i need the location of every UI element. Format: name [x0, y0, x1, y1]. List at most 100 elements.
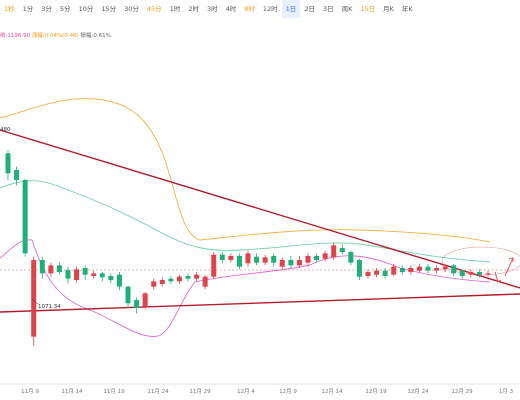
timeframe-3[interactable]: 5分	[59, 5, 71, 13]
candle-body	[382, 270, 388, 276]
candle-body	[322, 253, 328, 259]
timeframe-13[interactable]: 12时	[262, 5, 278, 13]
info-line: 收:1196.90 涨幅:0.04%(0.46) 振幅:0.61%	[0, 31, 111, 39]
candle-body	[31, 260, 37, 337]
low-price-pointer	[31, 298, 39, 305]
timeframe-0[interactable]: 1秒	[4, 5, 15, 13]
ma-pink-line	[0, 239, 491, 337]
timeframe-11[interactable]: 4时	[225, 5, 237, 13]
x-axis-label: 11月 24	[147, 388, 169, 395]
candle-body	[331, 245, 337, 258]
timeframe-toolbar: 1秒 1分 3分 5分 10分 15分 30分 45分 1时 2时 3时 4时 8时 12时 1日 2日 3日周…	[0, 0, 520, 18]
candle-body	[219, 254, 225, 260]
candle-body	[176, 276, 182, 282]
candle-body	[245, 253, 251, 264]
candle-body	[5, 153, 11, 174]
candle-body	[314, 256, 320, 260]
candle-body	[348, 252, 354, 263]
x-axis-label: 12月 29	[451, 388, 473, 395]
candle-body	[228, 256, 234, 260]
x-axis-label: 12月 9	[279, 388, 297, 395]
annotation-ellipse	[441, 246, 520, 276]
high-price-label: 480	[0, 127, 11, 133]
candle-body	[151, 281, 157, 287]
candle-body	[99, 273, 105, 278]
candle-body	[185, 276, 191, 279]
candle-body	[65, 270, 71, 279]
candle-body	[142, 293, 148, 307]
resistance-trendline	[0, 129, 520, 289]
candle-body	[254, 256, 260, 263]
candle-body	[399, 268, 405, 272]
candle-body	[22, 180, 28, 254]
candle-body	[356, 260, 362, 277]
timeframe-16[interactable]: 3日	[322, 5, 334, 13]
timeframe-14[interactable]: 1日	[281, 0, 301, 18]
candle-body	[14, 170, 20, 180]
x-axis-label: 11月 14	[61, 388, 83, 395]
timeframe-20[interactable]: 年K	[401, 5, 413, 13]
candle-body	[236, 256, 242, 267]
timeframe-12[interactable]: 8时	[244, 5, 255, 13]
candle-body	[485, 273, 491, 275]
x-axis-label: 11月 29	[189, 388, 211, 395]
candle-body	[288, 260, 294, 266]
candle-body	[279, 260, 285, 267]
candle-body	[82, 268, 88, 275]
candle-body	[134, 300, 140, 308]
ma-green-line	[0, 180, 491, 263]
timeframe-6[interactable]: 30分	[124, 5, 139, 13]
candle-body	[339, 248, 345, 252]
arrow-down-annotation	[494, 271, 502, 283]
candle-body	[211, 254, 217, 277]
candle-body	[56, 265, 62, 272]
timeframe-10[interactable]: 3时	[206, 5, 218, 13]
candle-body	[48, 265, 54, 274]
candle-body	[168, 278, 174, 282]
candle-body	[468, 272, 474, 275]
candle-body	[39, 260, 45, 274]
candle-body	[74, 269, 80, 280]
candle-body	[116, 274, 122, 287]
timeframe-18[interactable]: 15日	[360, 5, 376, 13]
x-axis-label: 12月 4	[237, 388, 255, 395]
candle-body	[476, 272, 482, 275]
candle-body	[391, 266, 397, 275]
timeframe-4[interactable]: 10分	[78, 5, 94, 13]
support-trendline	[0, 293, 520, 313]
timeframe-19[interactable]: 月K	[383, 5, 394, 13]
change-value: 涨幅:0.04%(0.46)	[31, 33, 79, 39]
candle-body	[451, 265, 457, 274]
arrow-up-annotation	[504, 257, 514, 277]
x-axis-label: 12月 19	[365, 388, 387, 395]
candle-body	[416, 266, 422, 271]
timeframe-9[interactable]: 2时	[188, 5, 199, 13]
timeframe-8[interactable]: 1时	[169, 5, 181, 13]
x-axis-label: 11月 19	[103, 388, 125, 395]
amplitude-value: 振幅:0.61%	[80, 33, 111, 39]
x-axis-label: 12月 24	[407, 388, 429, 395]
timeframe-17[interactable]: 周K	[341, 5, 353, 13]
timeframe-15[interactable]: 2日	[304, 5, 315, 13]
candle-body	[159, 280, 165, 284]
candle-body	[434, 268, 440, 271]
close-value: 收:1196.90	[0, 33, 31, 39]
low-price-label: 1071.34	[38, 304, 61, 310]
candle-body	[296, 260, 302, 266]
timeframe-5[interactable]: 15分	[101, 5, 117, 13]
candle-body	[108, 276, 114, 280]
candle-body	[408, 268, 414, 272]
candle-body	[442, 266, 448, 270]
timeframe-2[interactable]: 3分	[41, 5, 52, 13]
candle-body	[365, 272, 371, 276]
candle-body	[202, 276, 208, 287]
candle-body	[262, 257, 268, 263]
candle-body	[374, 270, 380, 275]
candle-body	[194, 274, 200, 279]
timeframe-1[interactable]: 1分	[22, 5, 34, 13]
candle-body	[425, 266, 431, 271]
timeframe-7[interactable]: 45分	[146, 5, 162, 13]
candle-body	[271, 256, 277, 263]
ma-orange-line	[0, 98, 491, 243]
